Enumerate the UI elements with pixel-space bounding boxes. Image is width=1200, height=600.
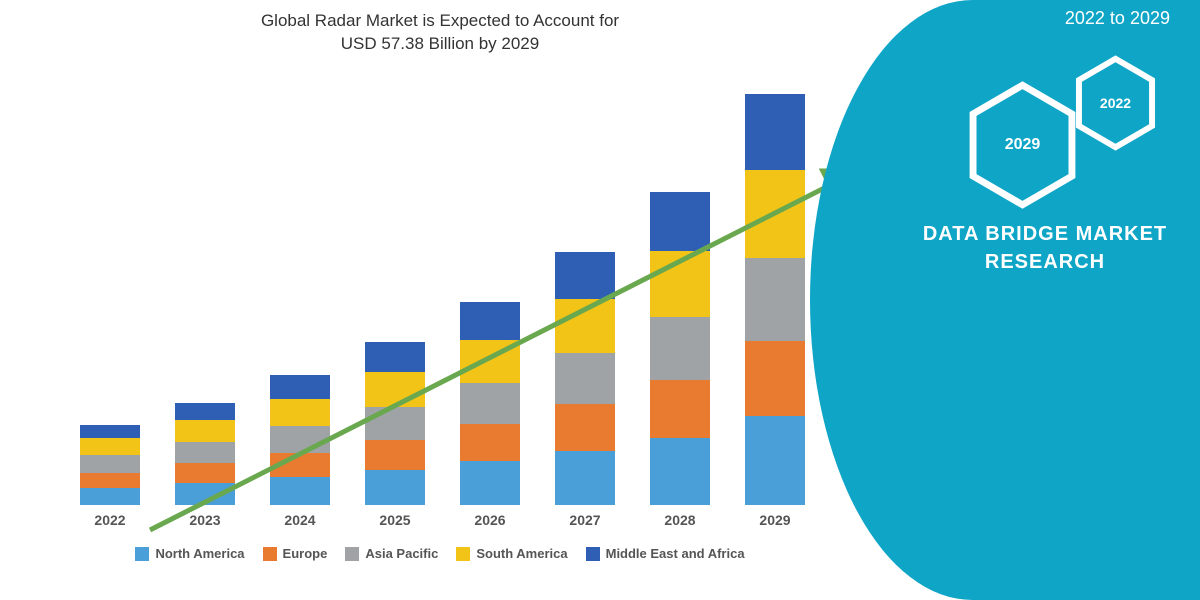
title-line-1: Global Radar Market is Expected to Accou… [261, 11, 619, 30]
bar-segment [460, 302, 520, 340]
bar-segment [745, 258, 805, 341]
x-axis-labels: 2022 2023 2024 2025 2026 2027 2028 2029 [60, 512, 820, 534]
bar-segment [555, 299, 615, 353]
legend-item: Asia Pacific [345, 546, 438, 561]
bar-segment [80, 438, 140, 454]
x-axis-label: 2028 [650, 512, 710, 528]
hex-large-label: 2029 [1005, 136, 1041, 154]
hexagon-group: 2029 2022 [965, 55, 1175, 205]
brand-line-2: RESEARCH [985, 251, 1105, 273]
bar [365, 342, 425, 505]
bar-segment [650, 438, 710, 505]
bar-segment [365, 470, 425, 505]
x-axis-label: 2026 [460, 512, 520, 528]
bar-segment [175, 403, 235, 421]
bar-segment [365, 440, 425, 470]
bar-segment [175, 463, 235, 482]
bar-segment [745, 341, 805, 416]
bar-segment [650, 251, 710, 318]
date-range: 2022 to 2029 [1065, 8, 1170, 29]
bar-segment [555, 353, 615, 404]
x-axis-label: 2023 [175, 512, 235, 528]
bar-segment [460, 461, 520, 505]
x-axis-label: 2022 [80, 512, 140, 528]
x-axis-label: 2027 [555, 512, 615, 528]
bar-segment [650, 317, 710, 380]
bar-segment [365, 407, 425, 440]
bar-segment [650, 380, 710, 437]
x-axis-label: 2029 [745, 512, 805, 528]
bar-segment [270, 453, 330, 477]
bar-segment [460, 383, 520, 424]
hexagon-small: 2022 [1073, 55, 1158, 151]
legend-item: Middle East and Africa [586, 546, 745, 561]
plot-area [60, 75, 820, 505]
bar-segment [270, 375, 330, 399]
bar-segment [365, 342, 425, 372]
chart-panel: Global Radar Market is Expected to Accou… [0, 0, 880, 600]
bar-segment [80, 488, 140, 505]
bar-segment [365, 372, 425, 406]
bar-segment [650, 192, 710, 251]
bar [270, 375, 330, 505]
bar-segment [555, 252, 615, 299]
bar [555, 252, 615, 505]
x-axis-label: 2024 [270, 512, 330, 528]
bar-segment [745, 170, 805, 257]
legend-swatch [135, 547, 149, 561]
bar-segment [460, 340, 520, 383]
bar [175, 403, 235, 505]
title-line-2: USD 57.38 Billion by 2029 [341, 34, 539, 53]
bar-segment [80, 455, 140, 473]
legend-item: South America [456, 546, 567, 561]
bar [80, 425, 140, 505]
legend: North America Europe Asia Pacific South Ame… [60, 546, 820, 561]
legend-swatch [586, 547, 600, 561]
bar-segment [80, 473, 140, 488]
x-axis-label: 2025 [365, 512, 425, 528]
bar-segment [745, 416, 805, 505]
bar-segment [175, 420, 235, 442]
legend-label: North America [155, 546, 244, 561]
legend-swatch [456, 547, 470, 561]
bar [460, 302, 520, 505]
bar-segment [745, 94, 805, 171]
brand-name: DATA BRIDGE MARKET RESEARCH [910, 220, 1180, 276]
bar-segment [270, 399, 330, 426]
bar-segment [460, 424, 520, 461]
legend-item: Europe [263, 546, 328, 561]
sidebar: 2022 to 2029 2029 2022 DATA BRIDGE MARKE… [880, 0, 1200, 600]
bars-container [60, 75, 820, 505]
hexagon-large: 2029 [965, 80, 1080, 210]
bar-segment [80, 425, 140, 439]
legend-label: Middle East and Africa [606, 546, 745, 561]
bar [745, 94, 805, 505]
bar-segment [270, 426, 330, 453]
legend-swatch [263, 547, 277, 561]
legend-label: South America [476, 546, 567, 561]
brand-line-1: DATA BRIDGE MARKET [923, 223, 1167, 245]
chart-title: Global Radar Market is Expected to Accou… [0, 10, 880, 56]
hex-small-label: 2022 [1100, 95, 1131, 111]
bar-segment [175, 442, 235, 464]
legend-label: Europe [283, 546, 328, 561]
bar-segment [175, 483, 235, 505]
legend-item: North America [135, 546, 244, 561]
bar [650, 192, 710, 505]
bar-segment [270, 477, 330, 505]
legend-swatch [345, 547, 359, 561]
bar-segment [555, 451, 615, 505]
legend-label: Asia Pacific [365, 546, 438, 561]
bar-segment [555, 404, 615, 451]
